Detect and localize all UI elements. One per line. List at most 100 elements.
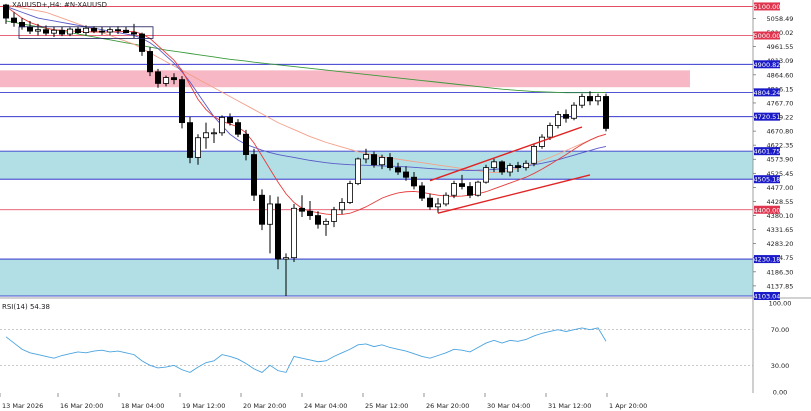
candle-33 — [266, 195, 273, 254]
candle-18 — [146, 47, 153, 77]
level-badge-label: 4505.18 — [754, 176, 781, 184]
ma-mid-salmon — [5, 4, 607, 174]
candle-body-bear — [123, 29, 130, 33]
candle-21 — [170, 73, 177, 85]
candle-34 — [274, 196, 281, 270]
time-tick-label: 30 Mar 04:00 — [487, 402, 530, 410]
level-badge-label: 5000.00 — [754, 32, 781, 40]
candle-body-bear — [394, 167, 401, 173]
rsi-tick-label: 0.00 — [773, 389, 787, 397]
candle-52 — [418, 182, 425, 202]
candle-body-bull — [506, 165, 513, 173]
candle-73 — [587, 91, 594, 106]
candle-26 — [210, 128, 217, 143]
trendline-0 — [429, 126, 583, 182]
candle-body-bull — [330, 209, 337, 222]
consolidation-box — [18, 26, 154, 39]
candle-72 — [579, 93, 586, 109]
candle-24 — [194, 134, 201, 165]
candle-body-bear — [75, 28, 82, 33]
level-badge — [754, 60, 780, 69]
candle-7 — [59, 26, 66, 37]
candle-13 — [107, 27, 114, 36]
candle-body-bull — [362, 154, 369, 160]
candle-23 — [186, 116, 193, 164]
candle-75 — [603, 93, 610, 132]
level-badge-label: 4230.18 — [754, 256, 781, 264]
candle-body-bear — [466, 186, 473, 196]
candle-body-bull — [490, 161, 497, 169]
trendline-1 — [437, 174, 591, 214]
level-badge-label: 4400.00 — [754, 206, 781, 214]
candle-body-bull — [442, 194, 449, 205]
candle-body-bear — [43, 29, 50, 34]
candle-63 — [506, 163, 513, 177]
rsi-tick-label: 70.00 — [771, 326, 790, 334]
candle-body-bear — [59, 29, 66, 35]
candle-body-bear — [226, 116, 233, 124]
rsi-line — [5, 327, 607, 373]
level-badge-label: 4804.24 — [754, 89, 781, 97]
level-badge — [754, 88, 780, 97]
candle-body-bear — [178, 79, 185, 124]
candle-66 — [531, 144, 538, 167]
candle-47 — [378, 154, 385, 170]
candle-8 — [67, 27, 74, 37]
candle-69 — [555, 111, 562, 129]
candle-body-bear — [306, 210, 313, 216]
candle-4 — [35, 23, 42, 36]
candle-body-bear — [370, 154, 377, 166]
time-tick-label: 20 Mar 20:00 — [243, 402, 286, 410]
candle-1 — [10, 12, 17, 27]
rsi-tick-label: 100.00 — [769, 300, 792, 308]
candle-body-bear — [10, 17, 17, 23]
candle-body-bear — [115, 29, 122, 32]
price-tick-label: 4428.55 — [767, 198, 794, 206]
candle-20 — [162, 75, 169, 87]
candle-70 — [563, 109, 570, 123]
candle-body-bear — [515, 165, 522, 169]
candle-body-bull — [51, 29, 58, 34]
candle-71 — [571, 102, 578, 121]
price-tick-label: 4767.70 — [767, 99, 794, 107]
candles-layer — [3, 3, 610, 297]
candle-body-bull — [290, 207, 297, 259]
time-tick-label: 16 Mar 20:00 — [60, 402, 103, 410]
time-tick-label: 25 Mar 12:00 — [365, 402, 408, 410]
candle-body-bear — [250, 154, 257, 196]
candle-body-bull — [595, 96, 602, 102]
candle-body-bear — [146, 51, 153, 73]
candle-body-bear — [298, 207, 305, 212]
candle-body-bear — [274, 203, 281, 260]
candle-body-bull — [531, 146, 538, 164]
candle-12 — [99, 26, 106, 35]
candle-19 — [154, 68, 161, 88]
time-tick-label: 13 Mar 2026 — [2, 402, 43, 410]
candle-39 — [314, 211, 321, 229]
price-tick-label: 4137.85 — [767, 282, 794, 290]
candle-35 — [282, 253, 289, 297]
candle-body-bull — [107, 29, 114, 33]
candle-65 — [523, 160, 530, 171]
price-tick-label: 4622.35 — [767, 142, 794, 150]
candle-59 — [474, 180, 481, 197]
price-tick-label: 4670.80 — [767, 128, 794, 136]
level-badge-label: 4900.82 — [754, 61, 781, 69]
candle-body-bull — [202, 132, 209, 139]
price-tick-label: 4525.45 — [767, 170, 794, 178]
candle-37 — [298, 195, 305, 218]
candle-53 — [426, 193, 433, 210]
candle-body-bear — [234, 122, 241, 135]
candle-50 — [402, 166, 409, 181]
time-tick-label: 1 Apr 20:00 — [609, 402, 647, 410]
rsi-title: RSI(14) 54.38 — [2, 303, 51, 311]
candle-body-bull — [523, 162, 530, 169]
candle-body-bear — [563, 114, 570, 119]
candle-body-bull — [434, 203, 441, 208]
candle-45 — [362, 148, 369, 164]
candle-6 — [51, 26, 58, 37]
level-badge — [754, 205, 780, 214]
candle-41 — [330, 206, 337, 228]
